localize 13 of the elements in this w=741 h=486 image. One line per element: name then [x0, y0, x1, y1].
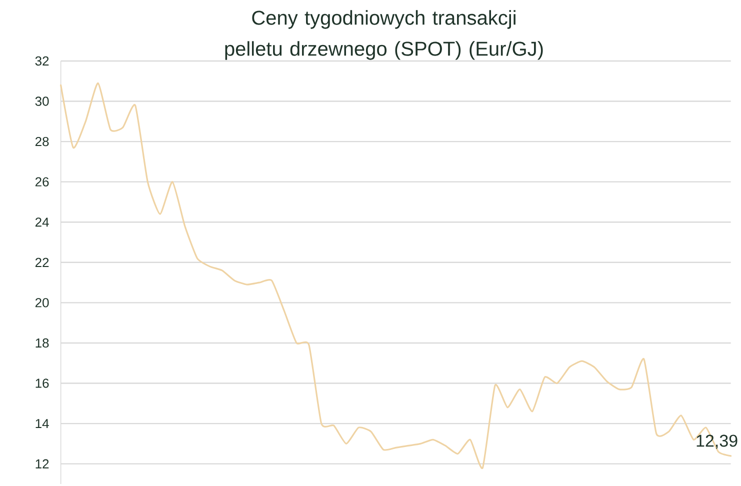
y-tick-label: 12	[36, 459, 49, 468]
chart-title: Ceny tygodniowych transakcji pelletu drzewnego (SPOT) (Eur/GJ)	[225, 10, 543, 60]
y-tick-label: 20	[35, 298, 49, 308]
y-tick-label: 22	[35, 258, 49, 267]
y-tick-label: 16	[36, 378, 49, 388]
y-tick-label: 28	[35, 136, 49, 146]
y-tick-label: 26	[35, 177, 49, 186]
y-tick-label: 24	[35, 218, 49, 227]
y-tick-label: 18	[36, 338, 49, 348]
y-tick-label: 14	[36, 419, 49, 428]
y-tick-label: 32	[35, 56, 49, 66]
data-label: 12,39	[696, 434, 738, 449]
y-tick-label: 30	[35, 96, 49, 106]
